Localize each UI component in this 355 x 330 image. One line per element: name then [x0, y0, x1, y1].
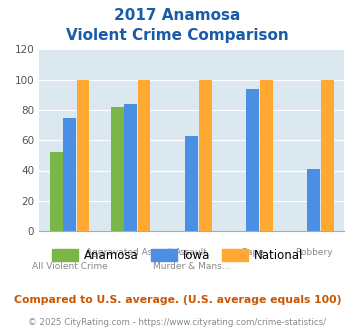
Text: Rape: Rape — [241, 248, 264, 257]
Bar — [111, 107, 124, 231]
Text: Compared to U.S. average. (U.S. average equals 100): Compared to U.S. average. (U.S. average … — [14, 295, 341, 305]
Text: All Violent Crime: All Violent Crime — [32, 262, 108, 271]
Bar — [307, 169, 320, 231]
Bar — [50, 152, 62, 231]
Bar — [321, 80, 334, 231]
Bar — [138, 80, 151, 231]
Text: Aggravated Assault: Aggravated Assault — [86, 248, 175, 257]
Text: Violent Crime Comparison: Violent Crime Comparison — [66, 28, 289, 43]
Text: Murder & Mans...: Murder & Mans... — [153, 262, 230, 271]
Bar — [260, 80, 273, 231]
Text: Robbery: Robbery — [295, 248, 333, 257]
Bar — [124, 104, 137, 231]
Text: Assault: Assault — [175, 248, 208, 257]
Bar — [63, 117, 76, 231]
Legend: Anamosa, Iowa, National: Anamosa, Iowa, National — [48, 244, 307, 266]
Bar — [199, 80, 212, 231]
Text: © 2025 CityRating.com - https://www.cityrating.com/crime-statistics/: © 2025 CityRating.com - https://www.city… — [28, 318, 327, 327]
Bar — [246, 89, 259, 231]
Text: 2017 Anamosa: 2017 Anamosa — [114, 8, 241, 23]
Bar — [185, 136, 198, 231]
Bar — [77, 80, 89, 231]
